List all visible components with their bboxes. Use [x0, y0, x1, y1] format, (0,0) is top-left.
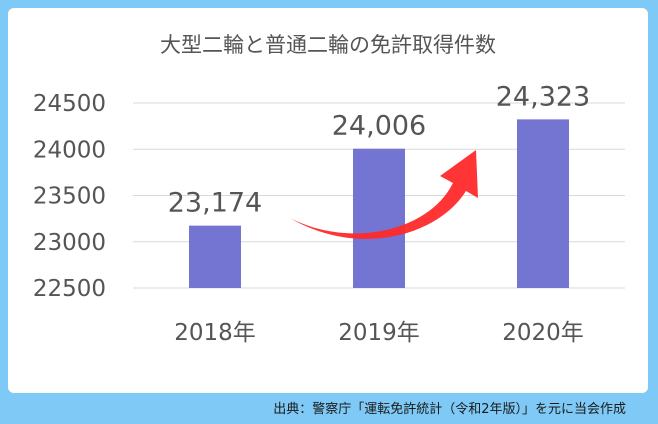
y-tick-label: 24000	[33, 137, 106, 163]
data-label: 23,174	[168, 188, 262, 219]
data-label: 24,323	[496, 81, 590, 112]
bar-2020年	[517, 119, 569, 288]
y-tick-label: 23000	[33, 230, 106, 256]
y-tick-label: 24500	[33, 91, 106, 117]
chart-panel: 大型二輪と普通二輪の免許取得件数 22500 23000 23500 24000 2450…	[8, 8, 648, 393]
y-tick-label: 22500	[33, 276, 106, 302]
y-tick-label: 23500	[33, 184, 106, 210]
bar-2019年	[353, 148, 405, 288]
x-tick-label: 2019年	[338, 320, 420, 346]
chart-title: 大型二輪と普通二輪の免許取得件数	[160, 33, 496, 57]
bar-2018年	[189, 225, 241, 288]
x-tick-label: 2020年	[502, 320, 584, 346]
source-caption: 出典：警察庁「運転免許統計（令和2年版）」を元に当会作成	[273, 402, 626, 417]
bar-chart: 大型二輪と普通二輪の免許取得件数 22500 23000 23500 24000 2450…	[33, 33, 625, 346]
x-tick-label: 2018年	[174, 320, 256, 346]
data-label: 24,006	[332, 111, 426, 142]
trend-arrow-icon	[290, 150, 478, 239]
